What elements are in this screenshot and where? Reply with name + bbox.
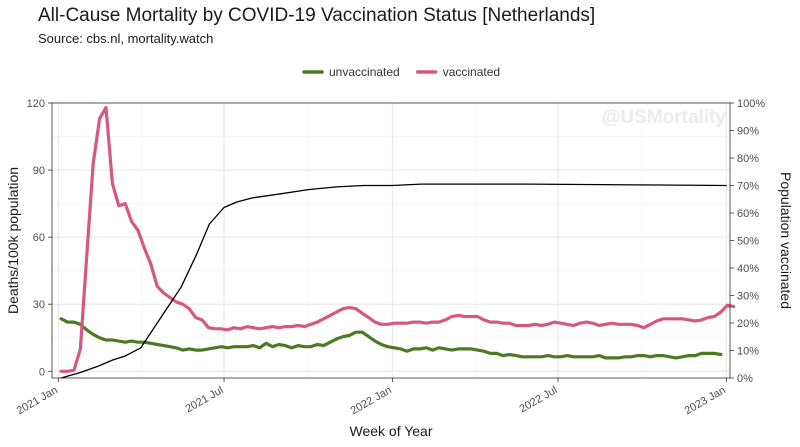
- plot-area: @USMortality: [51, 102, 736, 379]
- y-tick-label: 0: [39, 366, 45, 378]
- y-tick-label: 120: [27, 98, 45, 110]
- series-line-series-2: [60, 183, 727, 379]
- y2-tick-label: 10%: [737, 346, 759, 358]
- y-axis: 0 30 60 90 120: [27, 98, 52, 378]
- y2-tick-label: 30%: [737, 291, 759, 303]
- series-line-unvaccinated: [59, 317, 723, 360]
- chart-title: All-Cause Mortality by COVID-19 Vaccinat…: [38, 5, 595, 26]
- y2-tick-label: 80%: [737, 153, 759, 165]
- legend: unvaccinated vaccinated: [302, 65, 500, 79]
- y2-axis-title: Population vaccinated: [778, 172, 794, 309]
- legend-label-vaccinated: vaccinated: [443, 65, 500, 79]
- plot-panel: [52, 103, 730, 378]
- x-axis-title: Week of Year: [349, 423, 432, 439]
- y-tick-label: 60: [33, 232, 45, 244]
- y2-tick-label: 70%: [737, 181, 759, 193]
- x-tick-label: 2022 Jan: [349, 384, 394, 417]
- x-tick-label: 2023 Jan: [683, 384, 728, 417]
- y2-axis: 0% 10% 20% 30% 40% 50% 60% 70% 80% 90% 100%: [730, 98, 765, 385]
- x-tick-label: 2021 Jul: [183, 384, 225, 415]
- y2-tick-label: 20%: [737, 318, 759, 330]
- x-tick-label: 2021 Jan: [15, 384, 60, 417]
- y2-tick-label: 100%: [737, 98, 765, 110]
- y2-tick-label: 40%: [737, 263, 759, 275]
- legend-label-unvaccinated: unvaccinated: [329, 65, 400, 79]
- y2-tick-label: 0%: [737, 373, 753, 385]
- grid: [52, 102, 730, 378]
- y-tick-label: 90: [33, 165, 45, 177]
- y2-tick-label: 50%: [737, 236, 759, 248]
- y2-tick-label: 90%: [737, 126, 759, 138]
- watermark: @USMortality: [602, 107, 727, 128]
- y-tick-label: 30: [33, 299, 45, 311]
- x-tick-label: 2022 Jul: [517, 384, 559, 415]
- chart-subtitle: Source: cbs.nl, mortality.watch: [38, 31, 213, 46]
- y2-tick-label: 60%: [737, 208, 759, 220]
- x-axis: 2021 Jan 2021 Jul 2022 Jan 2022 Jul 2023 Jan: [15, 378, 728, 417]
- y-axis-title: Deaths/100k population: [5, 167, 21, 314]
- series-lines: [59, 105, 736, 379]
